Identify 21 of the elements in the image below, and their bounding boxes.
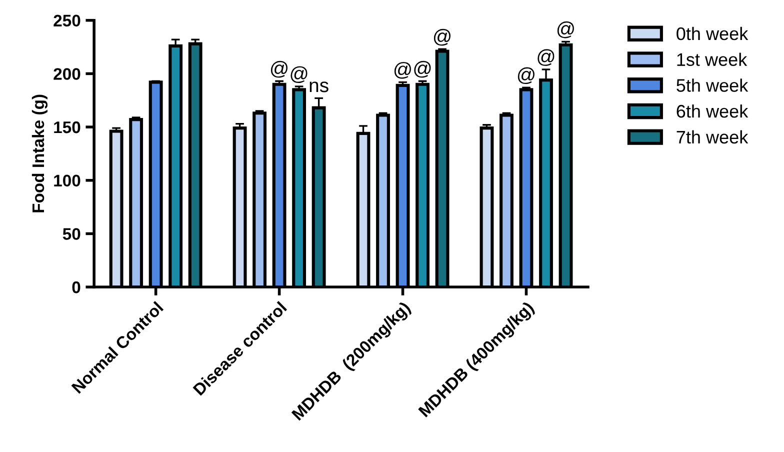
legend-label: 0th week: [676, 26, 748, 40]
y-tick-label: 100: [54, 174, 80, 187]
data-label: @: [290, 66, 308, 83]
y-tick-label: 50: [62, 228, 80, 240]
y-tick-label: 0: [72, 281, 80, 294]
legend-label: 6th week: [676, 104, 748, 118]
data-label: ns: [310, 82, 328, 92]
legend-label: 1st week: [677, 52, 748, 66]
y-tick-label: 200: [54, 68, 80, 80]
legend-label: 7th week: [676, 130, 748, 144]
data-label: @: [394, 62, 411, 79]
y-axis-title: Food Intake (g): [32, 94, 48, 212]
data-label: @: [414, 60, 431, 78]
y-tick-label: 150: [54, 121, 80, 134]
data-label: @: [270, 60, 288, 78]
data-label: @: [557, 21, 574, 38]
data-label: @: [434, 28, 450, 46]
data-label: @: [538, 49, 554, 66]
legend-label: 5th week: [676, 78, 748, 92]
data-label: @: [518, 67, 534, 84]
y-tick-label: 250: [54, 14, 80, 27]
